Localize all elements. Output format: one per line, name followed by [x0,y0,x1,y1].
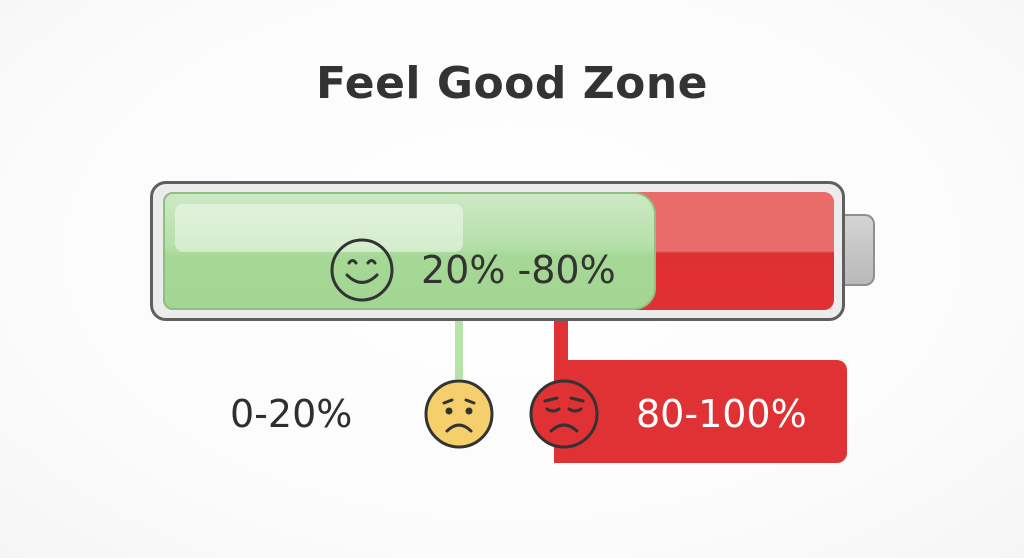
comfort-range-label: 20% -80% [421,248,616,292]
battery-body: 20% -80% [150,181,845,321]
low-zone-label: 0-20% [230,392,353,436]
low-zone-connector [455,321,463,379]
sad-face-icon [424,379,494,449]
smiley-face-icon [330,238,394,302]
battery-highlight [175,204,463,252]
comfort-segment: 20% -80% [163,192,656,310]
page-title: Feel Good Zone [315,58,709,109]
high-zone-label: 80-100% [636,392,807,436]
tired-face-icon [529,379,599,449]
high-zone-badge [554,360,847,463]
battery-terminal [845,214,875,286]
